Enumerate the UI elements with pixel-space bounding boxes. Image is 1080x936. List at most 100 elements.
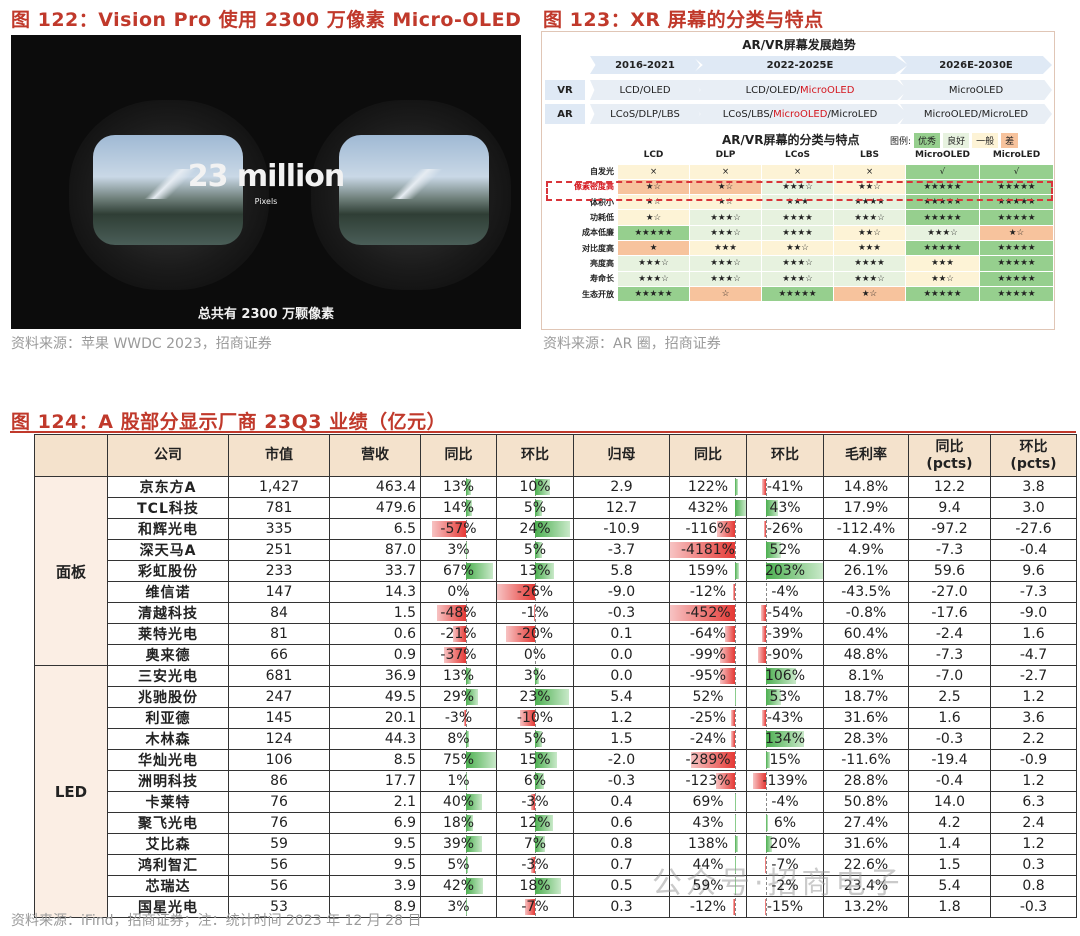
pct-bar-cell: 3% [420,539,497,561]
matrix-row-label: 对比度高 [545,239,618,257]
matrix-col-3: LBS [859,150,880,161]
pct-value: -95% [689,668,727,684]
pct-bar [731,731,735,747]
pct-bar-cell: -20% [496,623,574,645]
matrix-rating-cell: × [689,163,762,180]
pct-value: 15% [519,752,551,768]
pct-bar-cell: -12% [669,896,747,918]
bar-axis [766,877,767,895]
matrix-rating-cell: ★★★☆ [617,255,690,272]
value-cell: 251 [228,539,330,561]
matrix-rating-cell: ★☆ [979,224,1054,241]
value-cell: 5.4 [908,875,991,897]
value-cell: 76 [228,812,330,834]
pct-bar-cell: 12% [496,812,574,834]
value-cell: -2.7 [990,665,1077,687]
bar-axis [766,478,767,496]
bar-axis [734,772,736,790]
value-cell: 33.7 [329,560,421,582]
pct-bar [466,878,483,894]
pct-bar [766,563,823,579]
value-cell: 5.4 [573,686,670,708]
column-header-4: 环比 [496,434,574,477]
value-cell: 1.5 [573,728,670,750]
pct-bar-cell: 40% [420,791,497,813]
pct-bar [732,899,735,915]
pct-bar [464,710,466,726]
fig124-top-rule [10,431,1076,433]
pct-bar-cell: -4% [746,791,824,813]
value-cell: 0.4 [573,791,670,813]
pct-value: 52% [692,689,724,705]
value-cell: 27.4% [823,812,909,834]
pct-bar [766,668,796,684]
value-cell: 87.0 [329,539,421,561]
pct-bar [535,878,562,894]
pct-bar-cell: 7% [496,833,574,855]
company-name: 三安光电 [107,665,229,687]
xr-screen-figure: AR/VR屏幕发展趋势 2016-2021 2022-2025E 2026E-2… [541,31,1055,330]
value-cell: -0.8% [823,602,909,624]
pct-bar-cell: -64% [669,623,747,645]
pct-bar [497,584,535,600]
pct-value: 59% [692,878,724,894]
pct-value: 43% [692,815,724,831]
pct-bar [505,626,535,642]
fig123-title: 图 123：XR 屏幕的分类与特点 [543,9,824,31]
pct-value: 13% [442,479,475,495]
matrix-rating-cell: ★★★★★ [617,224,690,241]
pct-bar-cell: 42% [420,875,497,897]
fig124-source: 资料来源：iFind，招商证券；注：统计时间 2023 年 12 月 28 日 [11,913,422,929]
pct-bar [466,815,474,831]
company-name: 奥来德 [107,644,229,666]
pct-bar [716,773,735,789]
value-cell: 44.3 [329,728,421,750]
table-row: 艾比森 59 9.5 39% 7% 0.8 138% 20% 31.6% 1.4 1.2 [35,833,1077,855]
ar-label: AR [545,104,585,124]
company-name: 艾比森 [107,833,229,855]
value-cell: 9.5 [329,854,421,876]
matrix-rating-cell: × [761,163,834,180]
pct-bar [535,521,571,537]
pct-value: 10% [519,479,551,495]
pct-value: 1% [447,773,470,789]
pct-value: 432% [687,500,729,516]
pct-bar-cell: 13% [420,476,497,498]
pct-value: -4181% [681,542,735,558]
pct-bar-cell: 138% [669,833,747,855]
pct-bar-cell: 53% [746,686,824,708]
pct-bar-cell: -24% [669,728,747,750]
pct-bar [453,626,466,642]
matrix-col-4: MicroOLED [914,150,970,161]
pct-value: 0% [523,647,547,663]
value-cell: 0.7 [573,854,670,876]
pct-value: 106% [764,668,806,684]
pct-bar-cell: 13% [420,665,497,687]
value-cell: 0.0 [573,665,670,687]
pct-bar [734,500,746,516]
pct-bar [719,647,735,663]
pct-value: -452% [685,605,731,621]
pct-bar-cell: 18% [496,875,574,897]
value-cell: -10.9 [573,518,670,540]
segment-header [34,434,108,477]
matrix-rating-cell: ★★★★★ [905,178,980,196]
value-cell: 28.8% [823,770,909,792]
pct-bar-cell: 203% [746,560,824,582]
company-name: 维信诺 [107,581,229,603]
value-cell: 1.2 [990,833,1077,855]
pct-value: -7% [771,857,799,873]
value-cell: 8.5 [329,749,421,771]
pct-value: 5% [523,542,547,558]
pct-bar [437,605,466,621]
value-cell: 18.7% [823,686,909,708]
bar-axis [766,793,767,811]
pct-bar-cell: -54% [746,602,824,624]
phase-3: 2026E-2030E [900,56,1052,74]
value-cell: 3.8 [990,476,1077,498]
pct-value: 29% [442,689,475,705]
pct-bar-cell: 5% [496,539,574,561]
matrix-rating-cell: ★ [617,239,690,257]
pct-value: 23% [519,689,551,705]
pct-bar [725,626,735,642]
